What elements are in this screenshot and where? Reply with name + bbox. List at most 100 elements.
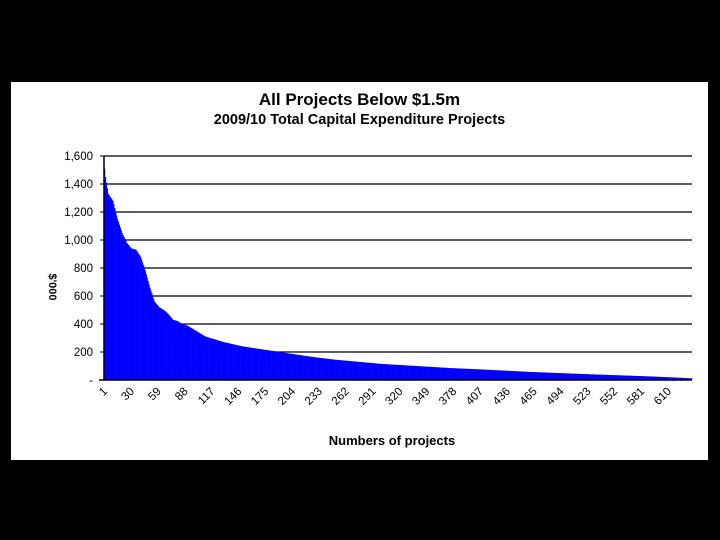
bar	[122, 234, 124, 380]
bar	[483, 369, 485, 380]
bar	[650, 376, 652, 380]
bar	[115, 211, 117, 380]
bar	[603, 374, 605, 380]
y-tick-label: 1,600	[64, 151, 93, 163]
bar	[578, 373, 580, 380]
bar	[554, 372, 556, 380]
bar	[258, 348, 260, 380]
bar	[381, 363, 384, 380]
bar	[109, 196, 111, 380]
bar	[592, 374, 595, 380]
bar	[309, 356, 311, 380]
bar	[614, 375, 616, 380]
bar	[622, 375, 624, 380]
x-tick-label: 349	[410, 386, 432, 408]
bar	[161, 308, 163, 380]
bar	[347, 360, 349, 380]
y-tick-label: 800	[74, 263, 93, 275]
bar	[461, 368, 463, 380]
bar	[296, 354, 298, 380]
bar	[149, 287, 151, 380]
bar	[569, 373, 571, 380]
bar	[571, 373, 573, 380]
bar	[615, 375, 617, 380]
bar	[196, 331, 198, 380]
bar	[345, 360, 347, 380]
bar	[676, 377, 678, 380]
bar	[235, 344, 237, 380]
bar	[170, 317, 172, 380]
bar	[371, 363, 373, 380]
bar	[628, 375, 630, 380]
bar	[278, 351, 280, 380]
bar	[512, 371, 514, 380]
bar	[621, 375, 623, 380]
bar	[283, 352, 285, 380]
bar	[169, 316, 171, 380]
bar	[192, 329, 195, 380]
bar	[271, 350, 273, 380]
bar	[629, 375, 632, 380]
x-tick-label: 117	[196, 386, 217, 407]
bar	[206, 337, 209, 380]
bar	[313, 357, 315, 380]
bar	[555, 372, 558, 380]
bar	[420, 366, 422, 380]
bar	[550, 372, 552, 380]
bar	[171, 318, 173, 380]
bar	[617, 375, 620, 380]
bar	[457, 368, 459, 380]
bar	[324, 358, 326, 380]
y-tick-label: 1,400	[64, 179, 93, 191]
bar	[408, 365, 410, 380]
bar	[119, 227, 121, 380]
bar	[587, 374, 589, 380]
bar	[239, 345, 241, 380]
bar	[564, 373, 566, 380]
bar	[376, 363, 378, 380]
bar	[505, 370, 508, 380]
bar	[605, 374, 608, 380]
bar	[336, 359, 338, 380]
bar	[383, 364, 385, 380]
bar	[132, 248, 134, 380]
bar	[217, 340, 220, 380]
bar	[197, 332, 199, 380]
bar	[233, 344, 235, 380]
bar	[484, 369, 486, 380]
bar	[300, 355, 302, 380]
bar	[394, 364, 396, 380]
bar	[436, 367, 438, 380]
bar	[284, 352, 286, 380]
bar	[199, 333, 201, 380]
bar	[549, 372, 551, 380]
bar	[150, 290, 152, 380]
bar	[534, 372, 536, 380]
bar	[393, 364, 396, 380]
bar	[468, 368, 471, 380]
bar	[306, 356, 309, 380]
bar	[241, 346, 244, 380]
bar	[240, 345, 242, 380]
bar	[114, 208, 116, 380]
bar	[681, 377, 684, 380]
bar	[308, 356, 310, 380]
bar	[397, 364, 399, 380]
bar	[460, 368, 462, 380]
bar	[222, 341, 224, 380]
bar	[482, 369, 484, 380]
bar	[142, 265, 145, 380]
y-tick-label: 1,200	[64, 207, 93, 219]
bar	[521, 371, 523, 380]
bar	[167, 314, 170, 380]
bar	[433, 367, 435, 380]
bar	[480, 369, 483, 380]
bar	[599, 374, 601, 380]
bar	[375, 363, 377, 380]
bar	[584, 374, 586, 380]
x-tick-label: 494	[545, 385, 567, 407]
bar	[497, 370, 499, 380]
bar	[356, 361, 359, 380]
bar	[354, 361, 357, 380]
bar	[368, 362, 371, 380]
